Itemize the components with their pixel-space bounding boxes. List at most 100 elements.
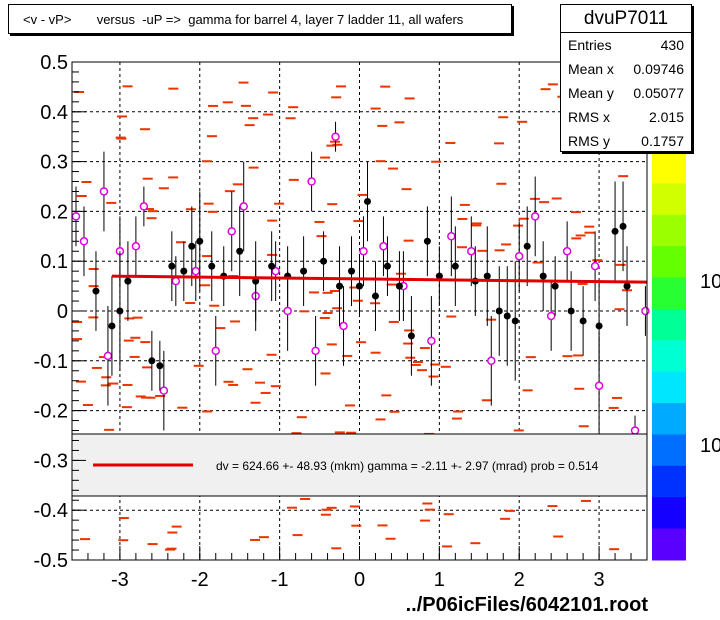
colorbar-label-upper: 10	[700, 271, 720, 293]
y-tick-label: -0.2	[34, 401, 68, 423]
data-point	[395, 282, 403, 290]
palette-cell	[652, 308, 686, 341]
stats-value: 0.05077	[633, 85, 684, 101]
stats-value: 0.09746	[633, 61, 684, 77]
data-point	[595, 322, 603, 330]
data-point-open	[79, 237, 89, 246]
legend-box: dv = 624.66 +- 48.93 (mkm) gamma = -2.11…	[71, 433, 648, 497]
palette-cell	[652, 465, 686, 498]
data-point	[539, 272, 547, 280]
data-point-open	[331, 132, 340, 141]
stats-row-mean-x: Mean x 0.09746	[561, 57, 691, 81]
data-point-open	[487, 356, 496, 366]
stats-label: Mean y	[568, 85, 614, 101]
data-point-open	[159, 386, 169, 395]
data-point	[168, 262, 176, 270]
y-tick-label: 0.2	[40, 201, 68, 223]
palette-cell	[652, 403, 686, 435]
data-point	[579, 317, 587, 325]
stats-value: 0.1757	[641, 133, 684, 149]
data-point-open	[630, 426, 640, 435]
data-point	[124, 277, 132, 285]
data-point-open	[467, 246, 476, 256]
data-point-open	[71, 212, 81, 221]
fit-line	[111, 274, 648, 284]
stats-value: 430	[660, 37, 684, 53]
palette-cell	[652, 152, 686, 184]
data-point-open	[427, 336, 436, 346]
data-point	[196, 237, 204, 245]
data-point	[623, 282, 631, 290]
data-point	[407, 332, 415, 340]
data-point	[268, 262, 276, 270]
data-point	[451, 262, 459, 270]
palette-cell	[652, 340, 686, 373]
y-tick-label: 0.5	[40, 52, 68, 74]
data-point	[356, 282, 363, 290]
palette-cell	[652, 183, 686, 216]
palette-cell	[652, 528, 686, 561]
data-point-open	[447, 232, 456, 241]
x-tick-label: 0	[354, 569, 365, 591]
stats-row-mean-y: Mean y 0.05077	[561, 81, 691, 105]
data-point-open	[283, 306, 292, 316]
data-point-open	[594, 381, 604, 390]
stats-label: Entries	[568, 37, 612, 53]
data-point	[320, 257, 328, 265]
data-point	[148, 357, 156, 365]
y-tick-label: 0.4	[40, 102, 68, 124]
data-point	[156, 362, 164, 370]
data-point	[511, 317, 519, 325]
palette-cell	[652, 371, 686, 404]
data-point-open	[339, 321, 348, 331]
palette-cell	[652, 434, 686, 467]
y-tick-label: -0.5	[34, 550, 68, 572]
palette-cell	[652, 214, 686, 247]
data-point-open	[379, 242, 388, 251]
stats-label: Mean x	[568, 61, 614, 77]
data-point	[348, 267, 356, 275]
data-point	[611, 227, 619, 235]
data-point	[92, 287, 100, 295]
x-tick-label: -3	[111, 569, 129, 591]
data-point-open	[562, 246, 572, 256]
data-point	[383, 262, 391, 270]
palette-cell	[652, 277, 686, 310]
y-tick-label: -0.1	[34, 351, 68, 373]
stats-value: 2.015	[648, 109, 684, 125]
data-point-open	[131, 242, 141, 251]
data-point	[208, 262, 216, 270]
data-point	[619, 222, 627, 230]
data-point	[188, 242, 196, 250]
data-point-open	[514, 251, 524, 261]
data-point-open	[530, 212, 540, 221]
data-point-open	[211, 346, 220, 356]
data-point	[523, 242, 531, 250]
data-point	[116, 307, 124, 315]
stats-label: RMS x	[568, 109, 610, 125]
data-point	[252, 277, 260, 285]
axes: -3 -2 -1 0 1 2 3 -0.5 -0.4 -0.3 -0.2 -0.1 0 0.1 0.2 0.3…	[34, 52, 648, 591]
data-point-open	[641, 306, 650, 316]
legend-text: dv = 624.66 +- 48.93 (mkm) gamma = -2.11…	[216, 459, 599, 473]
palette-cell	[652, 246, 686, 279]
footer-filename: ../P06icFiles/6042101.root	[405, 594, 648, 616]
data-point	[363, 197, 371, 205]
data-point-open	[139, 202, 149, 211]
data-point-open	[239, 202, 248, 211]
data-point-open	[99, 187, 109, 196]
data-point	[503, 312, 511, 320]
palette-cell	[652, 497, 686, 530]
data-point-open	[307, 177, 316, 186]
stats-row-rms-x: RMS x 2.015	[561, 105, 691, 129]
data-point	[336, 282, 344, 290]
x-tick-label: 2	[514, 569, 525, 591]
data-point	[236, 247, 244, 255]
data-point-open	[191, 266, 201, 276]
y-tick-label: 0	[57, 301, 68, 323]
stats-row-rms-y: RMS y 0.1757	[561, 129, 691, 153]
data-point	[180, 267, 188, 275]
y-tick-label: 0.3	[40, 152, 68, 174]
data-point-open	[171, 276, 181, 286]
